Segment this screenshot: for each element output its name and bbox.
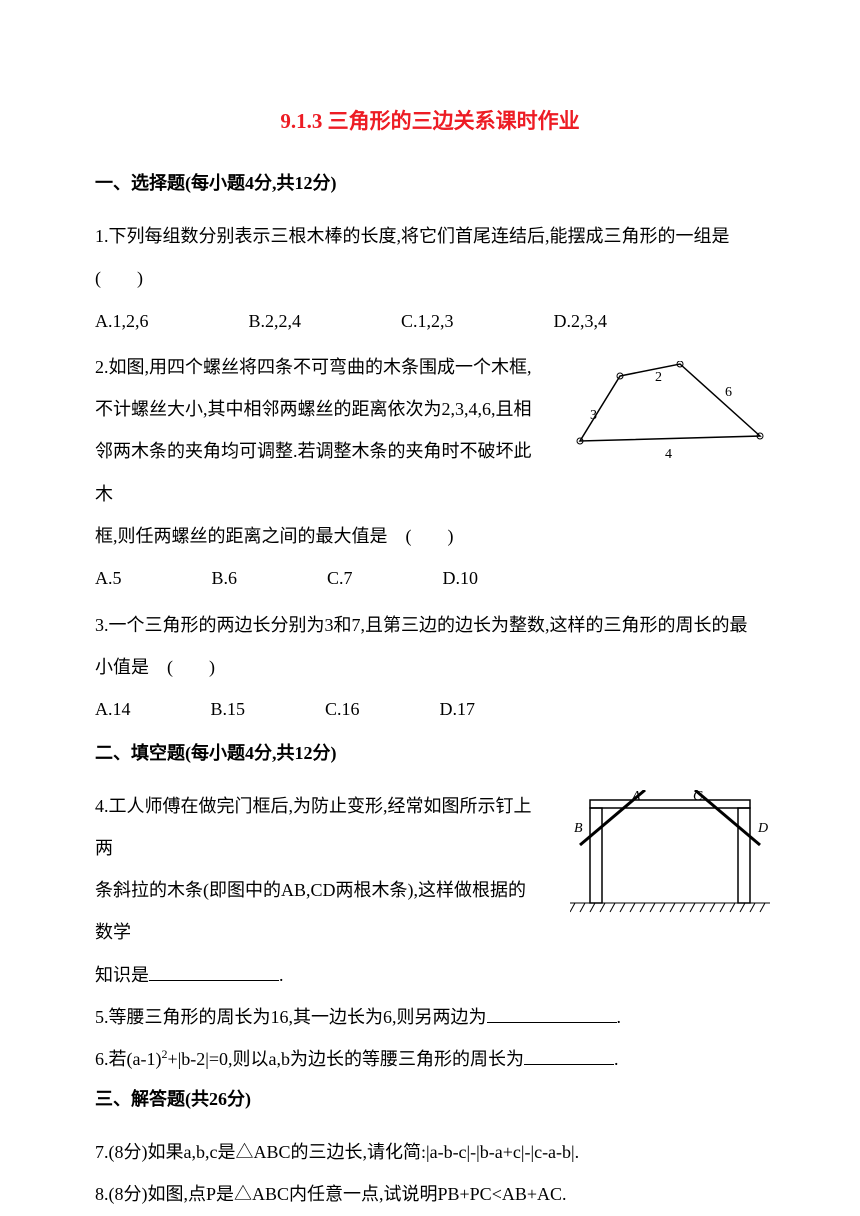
q3-opt-d: D.17 [440,688,476,730]
q4-blank [149,961,279,981]
q2-opt-b: B.6 [212,557,238,599]
q5-blank [487,1003,617,1023]
q1-opt-b: B.2,2,4 [249,300,302,342]
question-3-options: A.14 B.15 C.16 D.17 [95,688,765,730]
quad-label-2: 2 [655,370,662,385]
section2-header: 二、填空题(每小题4分,共12分) [95,735,765,771]
q3-opt-a: A.14 [95,688,131,730]
question-3: 3.一个三角形的两边长分别为3和7,且第三边的边长为整数,这样的三角形的周长的最… [95,604,765,689]
q3-opt-c: C.16 [325,688,360,730]
page-title: 9.1.3 三角形的三边关系课时作业 [95,105,765,135]
question-4: 4.工人师傅在做完门框后,为防止变形,经常如图所示钉上两 条斜拉的木条(即图中的… [95,785,765,996]
q2-line4: 框,则任两螺丝的距离之间的最大值是 ( ) [95,526,454,546]
q2-opt-c: C.7 [327,557,353,599]
question-2: 2.如图,用四个螺丝将四条不可弯曲的木条围成一个木框, 不计螺丝大小,其中相邻两… [95,346,765,557]
door-label-b: B [574,821,583,836]
door-figure: A B C D [570,790,770,920]
q1-opt-c: C.1,2,3 [401,300,454,342]
question-1-options: A.1,2,6 B.2,2,4 C.1,2,3 D.2,3,4 [95,300,765,342]
q1-opt-a: A.1,2,6 [95,300,149,342]
quad-label-3: 3 [590,408,597,423]
door-label-a: A [631,790,641,804]
door-label-d: D [757,821,768,836]
q6-post: . [614,1049,619,1069]
q4-line1: 4.工人师傅在做完门框后,为防止变形,经常如图所示钉上两 [95,796,532,858]
q5-post: . [617,1007,622,1027]
question-8: 8.(8分)如图,点P是△ABC内任意一点,试说明PB+PC<AB+AC. [95,1173,765,1215]
q2-opt-a: A.5 [95,557,122,599]
q2-opt-d: D.10 [443,557,479,599]
quad-label-4: 4 [665,447,672,462]
quadrilateral-figure: 2 6 3 4 [555,361,770,471]
q4-line2: 条斜拉的木条(即图中的AB,CD两根木条),这样做根据的数学 [95,880,526,942]
question-6: 6.若(a-1)2+|b-2|=0,则以a,b为边长的等腰三角形的周长为. [95,1038,765,1080]
question-5: 5.等腰三角形的周长为16,其一边长为6,则另两边为. [95,996,765,1038]
q6-pre: 6.若(a-1) [95,1049,161,1069]
q6-mid: +|b-2|=0,则以a,b为边长的等腰三角形的周长为 [167,1049,524,1069]
section3-header: 三、解答题(共26分) [95,1081,765,1117]
quad-label-6: 6 [725,385,732,400]
question-1: 1.下列每组数分别表示三根木棒的长度,将它们首尾连结后,能摆成三角形的一组是 (… [95,215,765,300]
q1-opt-d: D.2,3,4 [554,300,608,342]
q2-line2: 不计螺丝大小,其中相邻两螺丝的距离依次为2,3,4,6,且相 [95,399,532,419]
q3-opt-b: B.15 [211,688,246,730]
door-label-c: C [693,790,703,804]
question-7: 7.(8分)如果a,b,c是△ABC的三边长,请化简:|a-b-c|-|b-a+… [95,1131,765,1173]
q6-blank [524,1045,614,1065]
q5-pre: 5.等腰三角形的周长为16,其一边长为6,则另两边为 [95,1007,487,1027]
q4-line3-post: . [279,965,284,985]
q4-line3-pre: 知识是 [95,965,149,985]
q2-line3: 邻两木条的夹角均可调整.若调整木条的夹角时不破坏此木 [95,441,532,503]
q2-line1: 2.如图,用四个螺丝将四条不可弯曲的木条围成一个木框, [95,357,532,377]
question-2-options: A.5 B.6 C.7 D.10 [95,557,765,599]
section1-header: 一、选择题(每小题4分,共12分) [95,165,765,201]
